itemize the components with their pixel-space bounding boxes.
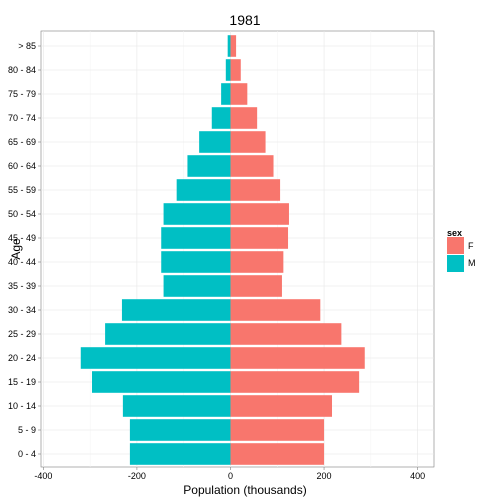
legend-title: sex	[447, 228, 462, 238]
y-tick-label: 15 - 19	[8, 377, 36, 387]
y-tick-label: 80 - 84	[8, 65, 36, 75]
bar-m	[105, 323, 231, 345]
y-tick-label: 65 - 69	[8, 137, 36, 147]
bar-m	[221, 83, 231, 105]
bar-m	[161, 251, 231, 273]
x-tick-label: 400	[410, 471, 425, 481]
legend-key-m	[447, 255, 464, 272]
chart-title: 1981	[229, 12, 260, 28]
bar-f	[230, 179, 281, 201]
bar-m	[121, 299, 231, 321]
x-tick-label: 200	[317, 471, 332, 481]
y-axis-ticks: 0 - 4 5 - 9 10 - 14 15 - 19 20 - 24 25 - 29 30…	[8, 41, 41, 459]
y-tick-label: 35 - 39	[8, 281, 36, 291]
bar-f	[230, 227, 289, 249]
bar-m	[227, 35, 231, 57]
x-axis-title: Population (thousands)	[183, 483, 306, 497]
bar-m	[129, 443, 231, 465]
bar-f	[230, 107, 258, 129]
y-tick-label: 75 - 79	[8, 89, 36, 99]
bar-f	[230, 299, 321, 321]
bar-m	[176, 179, 231, 201]
bar-f	[230, 347, 365, 369]
y-tick-label: > 85	[18, 41, 36, 51]
bar-f	[230, 59, 241, 81]
bar-m	[80, 347, 231, 369]
legend-key-f	[447, 237, 464, 254]
bar-m	[211, 107, 231, 129]
bar-f	[230, 419, 325, 441]
bar-f	[230, 395, 333, 417]
y-tick-label: 0 - 4	[18, 449, 36, 459]
y-tick-label: 30 - 34	[8, 305, 36, 315]
y-axis-title: Age	[9, 238, 23, 260]
legend-label-f: F	[468, 241, 474, 251]
bar-f	[230, 35, 237, 57]
y-tick-label: 50 - 54	[8, 209, 36, 219]
bar-f	[230, 275, 282, 297]
y-tick-label: 10 - 14	[8, 401, 36, 411]
bar-f	[230, 83, 248, 105]
y-tick-label: 5 - 9	[18, 425, 36, 435]
bar-m	[187, 155, 231, 177]
bar-m	[199, 131, 231, 153]
y-tick-label: 40 - 44	[8, 257, 36, 267]
x-axis-ticks: -400 -200 0 200 400	[34, 467, 425, 481]
y-tick-label: 25 - 29	[8, 329, 36, 339]
y-tick-label: 20 - 24	[8, 353, 36, 363]
bars	[80, 35, 365, 465]
bar-m	[129, 419, 231, 441]
bar-m	[225, 59, 231, 81]
y-tick-label: 70 - 74	[8, 113, 36, 123]
bar-f	[230, 203, 289, 225]
legend: sex F M	[447, 228, 476, 272]
x-tick-label: 0	[228, 471, 233, 481]
bar-m	[161, 227, 231, 249]
bar-f	[230, 131, 266, 153]
bar-f	[230, 371, 360, 393]
y-tick-label: 55 - 59	[8, 185, 36, 195]
y-tick-label: 60 - 64	[8, 161, 36, 171]
x-tick-label: -200	[128, 471, 146, 481]
bar-m	[163, 275, 231, 297]
bar-f	[230, 443, 325, 465]
bar-m	[163, 203, 231, 225]
bar-f	[230, 323, 342, 345]
bar-f	[230, 155, 274, 177]
y-tick-label: 45 - 49	[8, 233, 36, 243]
bar-f	[230, 251, 284, 273]
bar-m	[91, 371, 231, 393]
legend-label-m: M	[468, 258, 476, 268]
x-tick-label: -400	[34, 471, 52, 481]
bar-m	[122, 395, 231, 417]
